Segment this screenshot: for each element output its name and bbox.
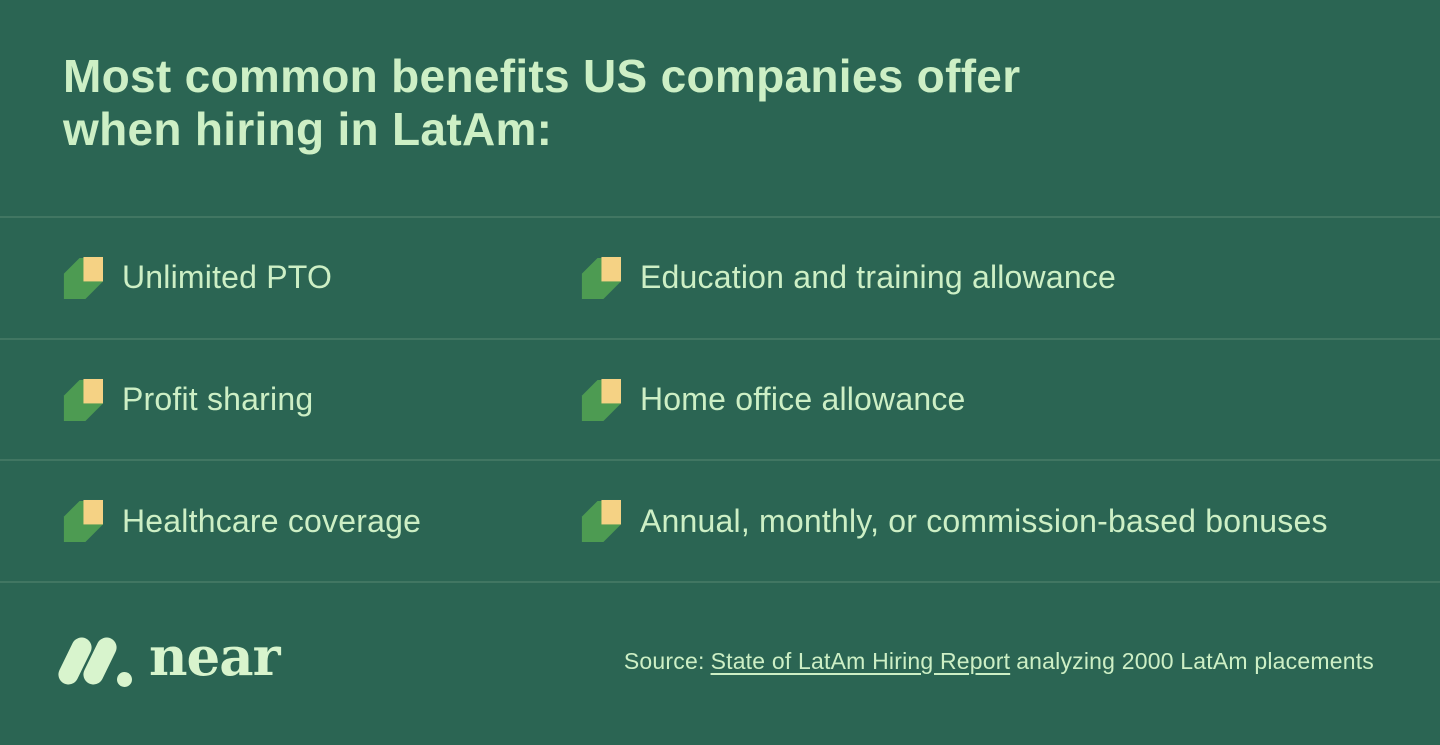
near-logo-icon <box>55 634 134 688</box>
benefit-label: Healthcare coverage <box>122 502 422 539</box>
source-line: Source: State of LatAm Hiring Report ana… <box>624 648 1374 675</box>
page-title: Most common benefits US companies offer … <box>63 50 1380 156</box>
benefit-item: Profit sharing <box>60 377 578 423</box>
source-report-link[interactable]: State of LatAm Hiring Report <box>710 647 1011 674</box>
benefit-label: Annual, monthly, or commission-based bon… <box>640 502 1328 539</box>
benefits-row-1: Unlimited PTO Education and training all… <box>0 216 1440 338</box>
benefit-item: Annual, monthly, or commission-based bon… <box>578 498 1440 544</box>
benefit-item: Home office allowance <box>578 377 1440 423</box>
benefit-label: Education and training allowance <box>640 259 1117 296</box>
logo-dot-icon <box>117 672 132 687</box>
near-bullet-icon <box>581 256 621 299</box>
near-bullet-icon <box>63 500 103 543</box>
benefits-row-2: Profit sharing Home office allowance <box>0 337 1440 460</box>
benefit-item: Unlimited PTO <box>60 255 578 301</box>
benefit-label: Profit sharing <box>122 381 314 417</box>
footer: near Source: State of LatAm Hiring Repor… <box>0 585 1440 745</box>
benefit-item: Education and training allowance <box>578 255 1440 301</box>
benefit-label: Home office allowance <box>640 381 966 417</box>
title-line-1: Most common benefits US companies offer <box>63 50 1021 102</box>
near-bullet-icon <box>581 378 621 421</box>
source-suffix: analyzing 2000 LatAm placements <box>1016 647 1374 674</box>
benefits-row-3: Healthcare coverage Annual, monthly, or … <box>0 459 1440 581</box>
title-line-2: when hiring in LatAm: <box>63 103 553 155</box>
near-bullet-icon <box>63 378 103 421</box>
near-logo: near <box>55 625 281 688</box>
near-bullet-icon <box>63 256 103 299</box>
benefits-list: Unlimited PTO Education and training all… <box>0 216 1440 583</box>
near-bullet-icon <box>581 500 621 543</box>
benefit-item: Healthcare coverage <box>60 498 578 544</box>
benefit-label: Unlimited PTO <box>122 259 333 296</box>
source-prefix: Source: <box>623 647 705 674</box>
near-wordmark: near <box>149 625 281 688</box>
